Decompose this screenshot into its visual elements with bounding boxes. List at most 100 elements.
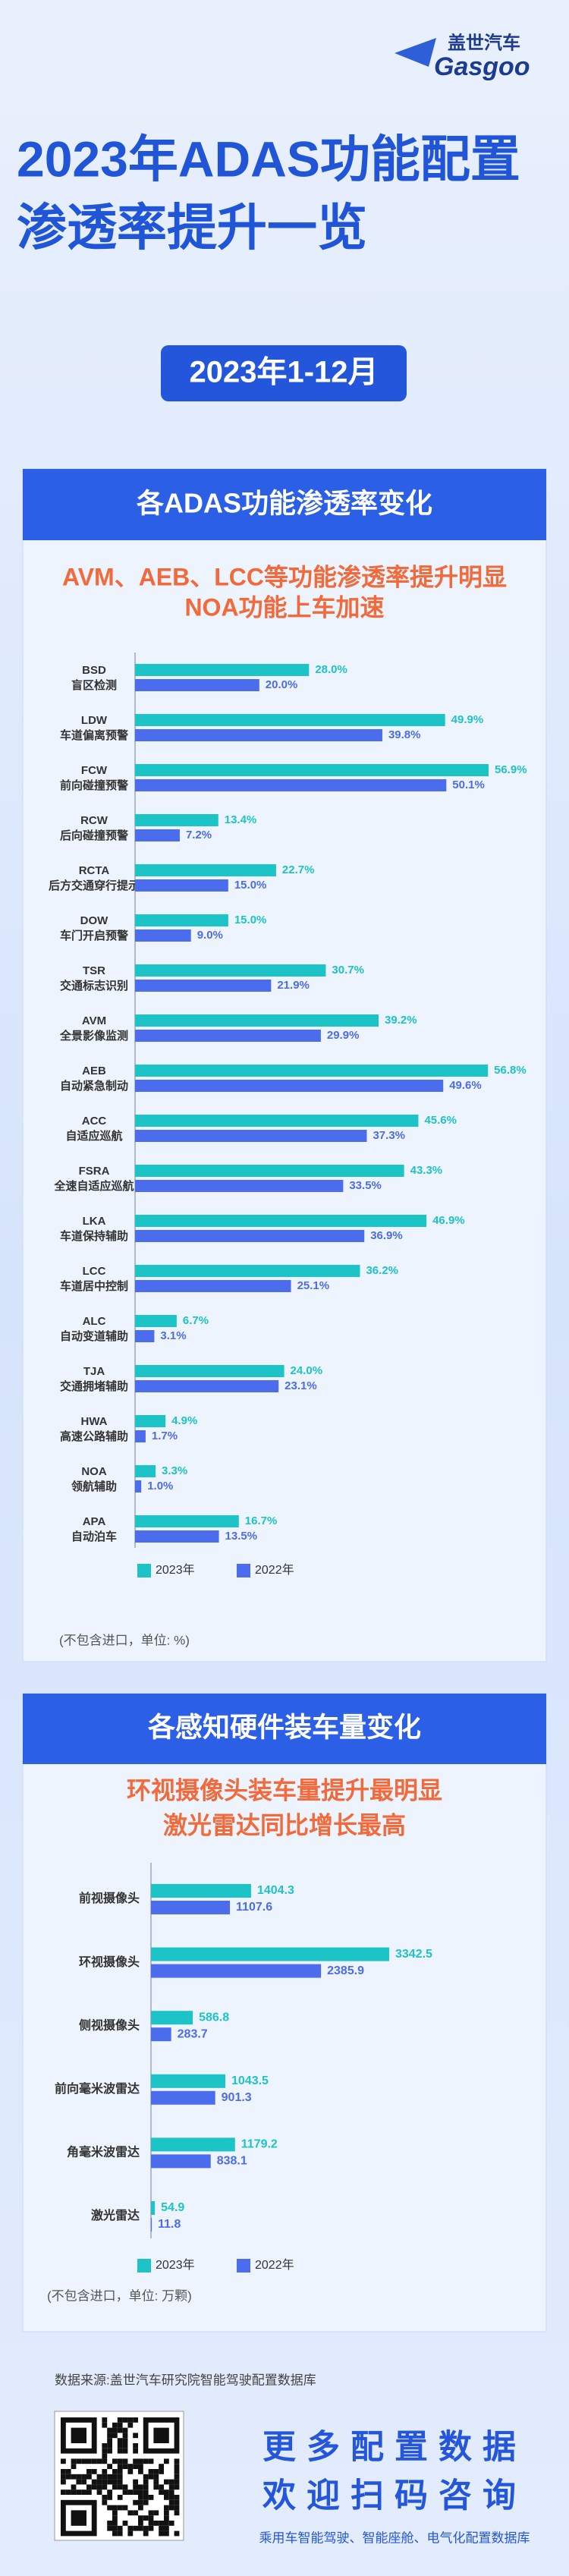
category-label: 自动泊车 [71, 1530, 117, 1543]
value-label: 49.6% [449, 1079, 482, 1092]
qr-module [122, 2458, 128, 2464]
logo-cn: 盖世汽车 [448, 32, 520, 53]
qr-module [148, 2469, 154, 2474]
qr-module [164, 2458, 169, 2464]
bar [135, 779, 447, 791]
qr-module [159, 2530, 164, 2537]
qr-module [153, 2479, 159, 2485]
qr-module [112, 2510, 118, 2516]
qr-module [91, 2484, 97, 2490]
qr-module [91, 2479, 97, 2485]
bar [135, 729, 382, 741]
bar [135, 829, 180, 841]
bar [135, 679, 259, 691]
value-label: 30.7% [332, 964, 364, 977]
qr-module [174, 2479, 180, 2485]
value-label: 33.5% [349, 1179, 382, 1192]
qr-module [122, 2417, 128, 2423]
qr-module [112, 2422, 118, 2428]
category-label: 车道保持辅助 [60, 1229, 128, 1243]
value-label: 25.1% [297, 1279, 330, 1292]
bar [135, 1415, 166, 1427]
qr-module [153, 2484, 159, 2490]
qr-module [148, 2515, 154, 2521]
qr-module [174, 2484, 180, 2490]
bar [135, 1030, 321, 1042]
qr-module [107, 2433, 112, 2439]
qr-module [174, 2499, 180, 2505]
card [22, 1693, 547, 2332]
qr-module [164, 2505, 169, 2511]
qr-module [86, 2490, 92, 2495]
category-label: 交通标志识别 [60, 979, 128, 992]
qr-module [164, 2525, 169, 2531]
qr-module [138, 2505, 143, 2511]
qr-module [107, 2438, 112, 2443]
qr-module [107, 2495, 112, 2500]
qr-module [86, 2469, 92, 2474]
qr-module [96, 2490, 102, 2495]
qr-module [61, 2469, 66, 2474]
category-label: 盲区检测 [71, 678, 117, 692]
legend-swatch [237, 2259, 250, 2272]
qr-module [143, 2495, 149, 2500]
value-label: 20.0% [266, 678, 298, 691]
qr-module [148, 2474, 154, 2480]
legend-label: 2023年 [156, 1563, 195, 1577]
category-label: 车道居中控制 [60, 1279, 128, 1293]
value-label: 43.3% [410, 1164, 443, 1177]
qr-module [117, 2448, 123, 2454]
qr-module [127, 2422, 134, 2428]
qr-module [159, 2464, 164, 2469]
qr-module [71, 2490, 77, 2495]
category-code: ACC [82, 1115, 107, 1128]
value-label: 49.9% [451, 713, 484, 726]
qr-module [112, 2525, 118, 2531]
qr-module [159, 2490, 164, 2495]
category-label: 激光雷达 [91, 2208, 140, 2222]
value-label: 13.4% [225, 813, 257, 826]
title: 2023年ADAS功能配置 [17, 131, 520, 187]
qr-module [138, 2490, 143, 2495]
value-label: 13.5% [225, 1530, 258, 1543]
bar [135, 1065, 489, 1077]
value-label: 9.0% [197, 929, 223, 942]
value-label: 1043.5 [231, 2074, 269, 2087]
qr-finder [153, 2427, 169, 2443]
qr-module [168, 2484, 174, 2490]
qr-module [133, 2458, 138, 2464]
qr-module [117, 2495, 123, 2500]
bar [135, 1380, 279, 1392]
qr-module [138, 2458, 143, 2464]
qr-module [138, 2515, 143, 2521]
value-label: 7.2% [186, 829, 212, 841]
qr-module [76, 2490, 82, 2495]
value-label: 838.1 [217, 2155, 247, 2168]
bar [151, 2201, 156, 2215]
date: 2023年1-12月 [189, 356, 378, 389]
qr-module [138, 2469, 143, 2474]
qr-module [96, 2458, 102, 2464]
qr-module [168, 2495, 174, 2500]
category-code: RCTA [79, 864, 110, 877]
qr-module [122, 2427, 128, 2433]
card-header [23, 1694, 546, 1764]
qr-module [174, 2474, 180, 2480]
qr-module [138, 2484, 143, 2490]
qr-module [133, 2479, 138, 2485]
bar [135, 814, 218, 826]
value-label: 28.0% [315, 663, 347, 676]
qr-module [143, 2530, 149, 2537]
category-label: 后方交通穿行提示 [49, 879, 140, 892]
qr-module [122, 2448, 128, 2454]
category-code: TSR [83, 964, 105, 977]
qr-module [107, 2525, 112, 2531]
value-label: 15.0% [234, 914, 267, 926]
bar [135, 1515, 239, 1527]
bar [151, 1901, 231, 1914]
qr-module [168, 2521, 174, 2526]
bar [135, 929, 191, 942]
category-code: NOA [81, 1465, 107, 1478]
qr-module [153, 2521, 159, 2526]
